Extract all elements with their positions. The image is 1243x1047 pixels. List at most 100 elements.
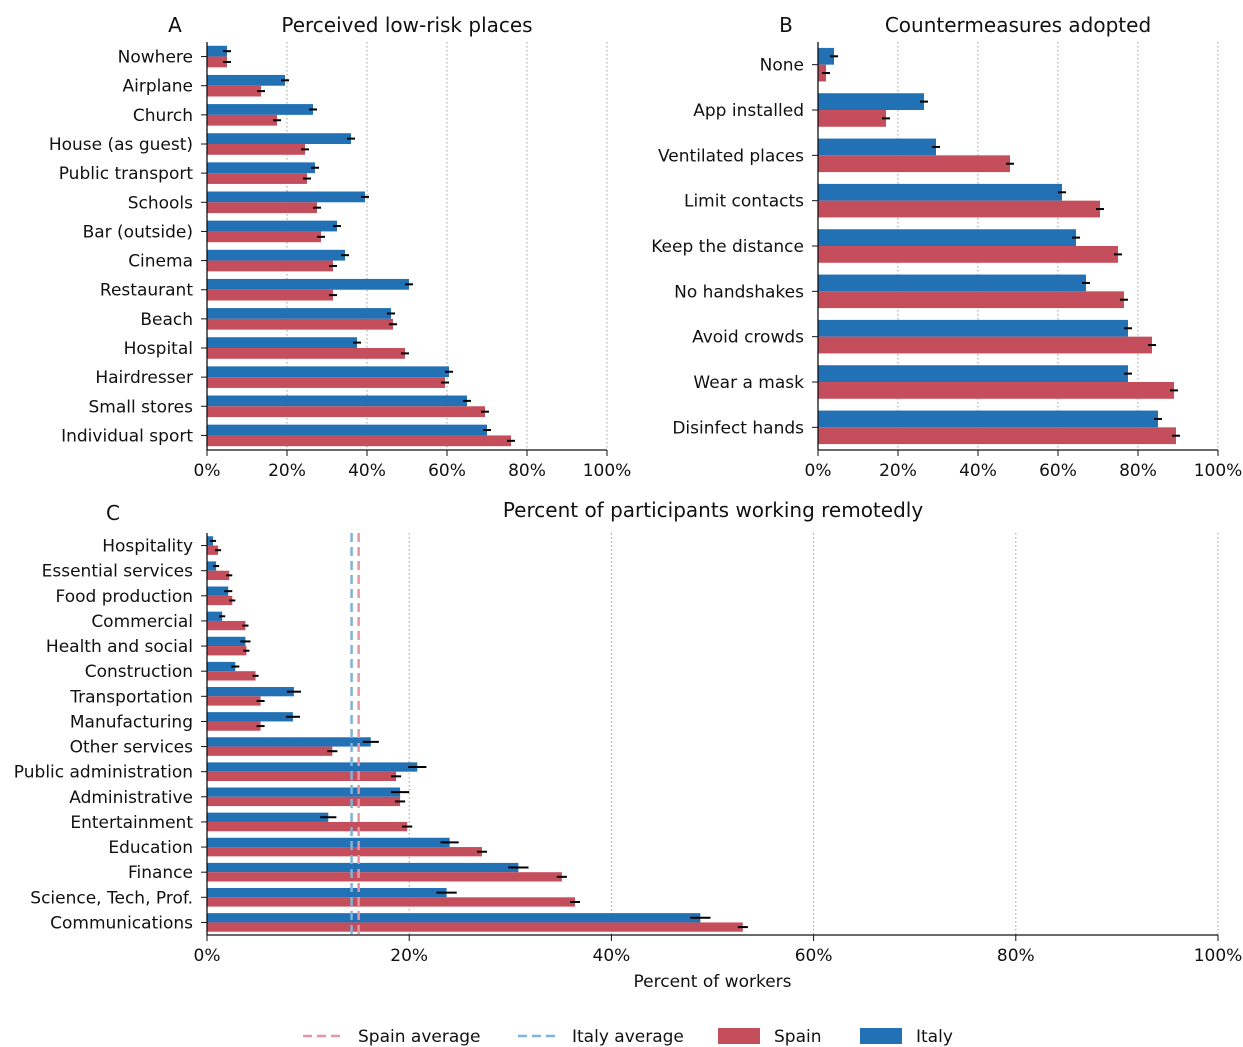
- panel-c-xtick-label: 100%: [1194, 946, 1243, 966]
- panel-c-bar-spain-finance: [207, 872, 562, 882]
- panel-b-xtick-label: 80%: [1119, 461, 1157, 481]
- panel-b-bar-spain-limit-contacts: [818, 200, 1100, 218]
- panel-c-title: Percent of participants working remotedl…: [503, 498, 924, 522]
- panel-c-bar-italy-commercial: [207, 611, 223, 621]
- panel-c-bar-italy-finance: [207, 862, 519, 873]
- panel-b-category-label: None: [760, 56, 804, 76]
- panel-a-bar-spain-hairdresser: [207, 377, 445, 388]
- panel-c-bar-italy-construction: [207, 661, 236, 672]
- panel-a-bar-spain-restaurant: [207, 289, 333, 301]
- panel-a-bar-italy-cinema: [207, 249, 345, 261]
- panel-c-category-label: Essential services: [42, 562, 194, 582]
- panel-a-bar-spain-beach: [207, 318, 393, 330]
- panel-a-bar-italy-nowhere: [207, 45, 227, 57]
- panel-a-category-label: Schools: [128, 193, 193, 213]
- panel-c-category-label: Transportation: [69, 687, 193, 707]
- panel-c-bar-italy-essential-services: [207, 561, 217, 571]
- panel-b-bar-spain-disinfect-hands: [818, 427, 1176, 445]
- legend-italy-swatch: [860, 1028, 902, 1044]
- panel-b-category-label: Keep the distance: [651, 237, 804, 257]
- panel-a-category-label: Bar (outside): [83, 222, 193, 242]
- panel-c-bar-spain-other-services: [207, 746, 333, 756]
- panel-a-chart: A Perceived low-risk places Nowhere Airplan…: [49, 13, 631, 481]
- panel-c-bar-spain-manufacturing: [207, 721, 261, 731]
- panel-b-bar-spain-ventilated-places: [818, 155, 1010, 173]
- panel-c-bar-italy-administrative: [207, 787, 401, 797]
- legend-italy-label: Italy: [916, 1027, 953, 1047]
- panel-b-chart: B Countermeasures adopted None App installe…: [651, 13, 1242, 481]
- panel-b-bar-spain-avoid-crowds: [818, 336, 1152, 354]
- panel-a-category-label: House (as guest): [49, 135, 193, 155]
- panel-c-chart: C Percent of participants working remoted…: [14, 498, 1243, 992]
- panel-a-bar-italy-individual-sport: [207, 424, 487, 436]
- panel-c-bar-italy-entertainment: [207, 812, 329, 822]
- panel-a-bar-italy-bar-outside: [207, 220, 337, 232]
- panel-a-bar-spain-bar-outside: [207, 231, 321, 243]
- panel-a-category-label: Cinema: [128, 252, 193, 272]
- panel-a-category-label: Airplane: [122, 77, 193, 97]
- panel-a-category-label: Church: [133, 106, 193, 126]
- panel-a-bar-spain-public-transport: [207, 173, 307, 184]
- panel-c-category-label: Food production: [56, 587, 193, 607]
- panel-b-bar-italy-avoid-crowds: [818, 319, 1128, 337]
- panel-b-category-label: Wear a mask: [693, 373, 804, 393]
- panel-c-bar-italy-manufacturing: [207, 712, 293, 722]
- panel-c-x-axis-label: Percent of workers: [634, 972, 792, 992]
- panel-c-bar-spain-public-administration: [207, 771, 397, 781]
- panel-a-bar-italy-public-transport: [207, 162, 315, 174]
- panel-a-bar-spain-small-stores: [207, 406, 485, 418]
- panel-c-bar-italy-transportation: [207, 687, 294, 697]
- panel-a-bar-spain-cinema: [207, 260, 333, 272]
- panel-a-category-label: Nowhere: [118, 48, 193, 68]
- panel-c-xtick-label: 0%: [194, 946, 221, 966]
- panel-a-xtick-label: 0%: [194, 461, 221, 481]
- panel-c-category-label: Communications: [50, 913, 193, 933]
- panel-b-bar-italy-none: [818, 47, 834, 65]
- panel-a-bar-spain-house-as-guest: [207, 144, 305, 155]
- panel-c-bar-italy-education: [207, 837, 450, 848]
- panel-a-category-label: Public transport: [59, 164, 194, 184]
- panel-c-xtick-label: 80%: [997, 946, 1035, 966]
- panel-a-xtick-label: 20%: [268, 461, 306, 481]
- panel-c-bar-spain-hospitality: [207, 545, 219, 555]
- panel-c-category-label: Commercial: [91, 612, 193, 632]
- panel-c-bar-italy-other-services: [207, 737, 371, 747]
- panel-c-bar-italy-hospitality: [207, 536, 214, 546]
- panel-a-xtick-label: 40%: [348, 461, 386, 481]
- panel-c-xtick-label: 60%: [795, 946, 833, 966]
- panel-b-bar-spain-app-installed: [818, 110, 886, 127]
- panel-a-category-label: Restaurant: [100, 281, 193, 301]
- panel-b-bar-italy-ventilated-places: [818, 138, 936, 156]
- panel-b-xtick-label: 0%: [805, 461, 832, 481]
- panel-a-category-label: Hairdresser: [95, 368, 193, 388]
- panel-a-category-label: Hospital: [124, 339, 193, 359]
- panel-c-category-label: Science, Tech, Prof.: [30, 888, 193, 908]
- panel-b-category-label: Disinfect hands: [672, 418, 804, 438]
- panel-b-bar-italy-no-handshakes: [818, 274, 1086, 292]
- panel-c-category-label: Health and social: [46, 637, 193, 657]
- panel-a-bar-italy-house-as-guest: [207, 133, 351, 144]
- panel-a-bar-italy-restaurant: [207, 278, 409, 290]
- panel-a-bar-spain-schools: [207, 202, 317, 214]
- panel-b-letter: B: [779, 13, 793, 37]
- panel-c-bar-italy-communications: [207, 913, 701, 923]
- panel-c-category-label: Manufacturing: [70, 712, 193, 732]
- panel-b-xtick-label: 60%: [1039, 461, 1077, 481]
- panel-a-bar-italy-church: [207, 104, 313, 115]
- panel-c-bar-spain-administrative: [207, 796, 401, 807]
- panel-a-xtick-label: 80%: [508, 461, 546, 481]
- panel-a-bar-italy-airplane: [207, 74, 285, 86]
- panel-b-bar-italy-app-installed: [818, 93, 924, 110]
- panel-b-xtick-label: 100%: [1194, 461, 1243, 481]
- panel-a-xtick-label: 60%: [428, 461, 466, 481]
- legend-spain-label: Spain: [774, 1027, 822, 1047]
- panel-b-category-label: Limit contacts: [684, 192, 804, 212]
- panel-b-category-label: No handshakes: [674, 282, 804, 302]
- panel-b-bar-spain-no-handshakes: [818, 291, 1124, 309]
- panel-a-category-label: Beach: [140, 310, 193, 330]
- panel-a-bar-spain-church: [207, 114, 277, 126]
- panel-c-category-label: Construction: [85, 662, 193, 682]
- panel-c-bar-spain-education: [207, 847, 482, 857]
- panel-a-bar-spain-hospital: [207, 348, 405, 359]
- panel-b-category-label: Ventilated places: [658, 146, 804, 166]
